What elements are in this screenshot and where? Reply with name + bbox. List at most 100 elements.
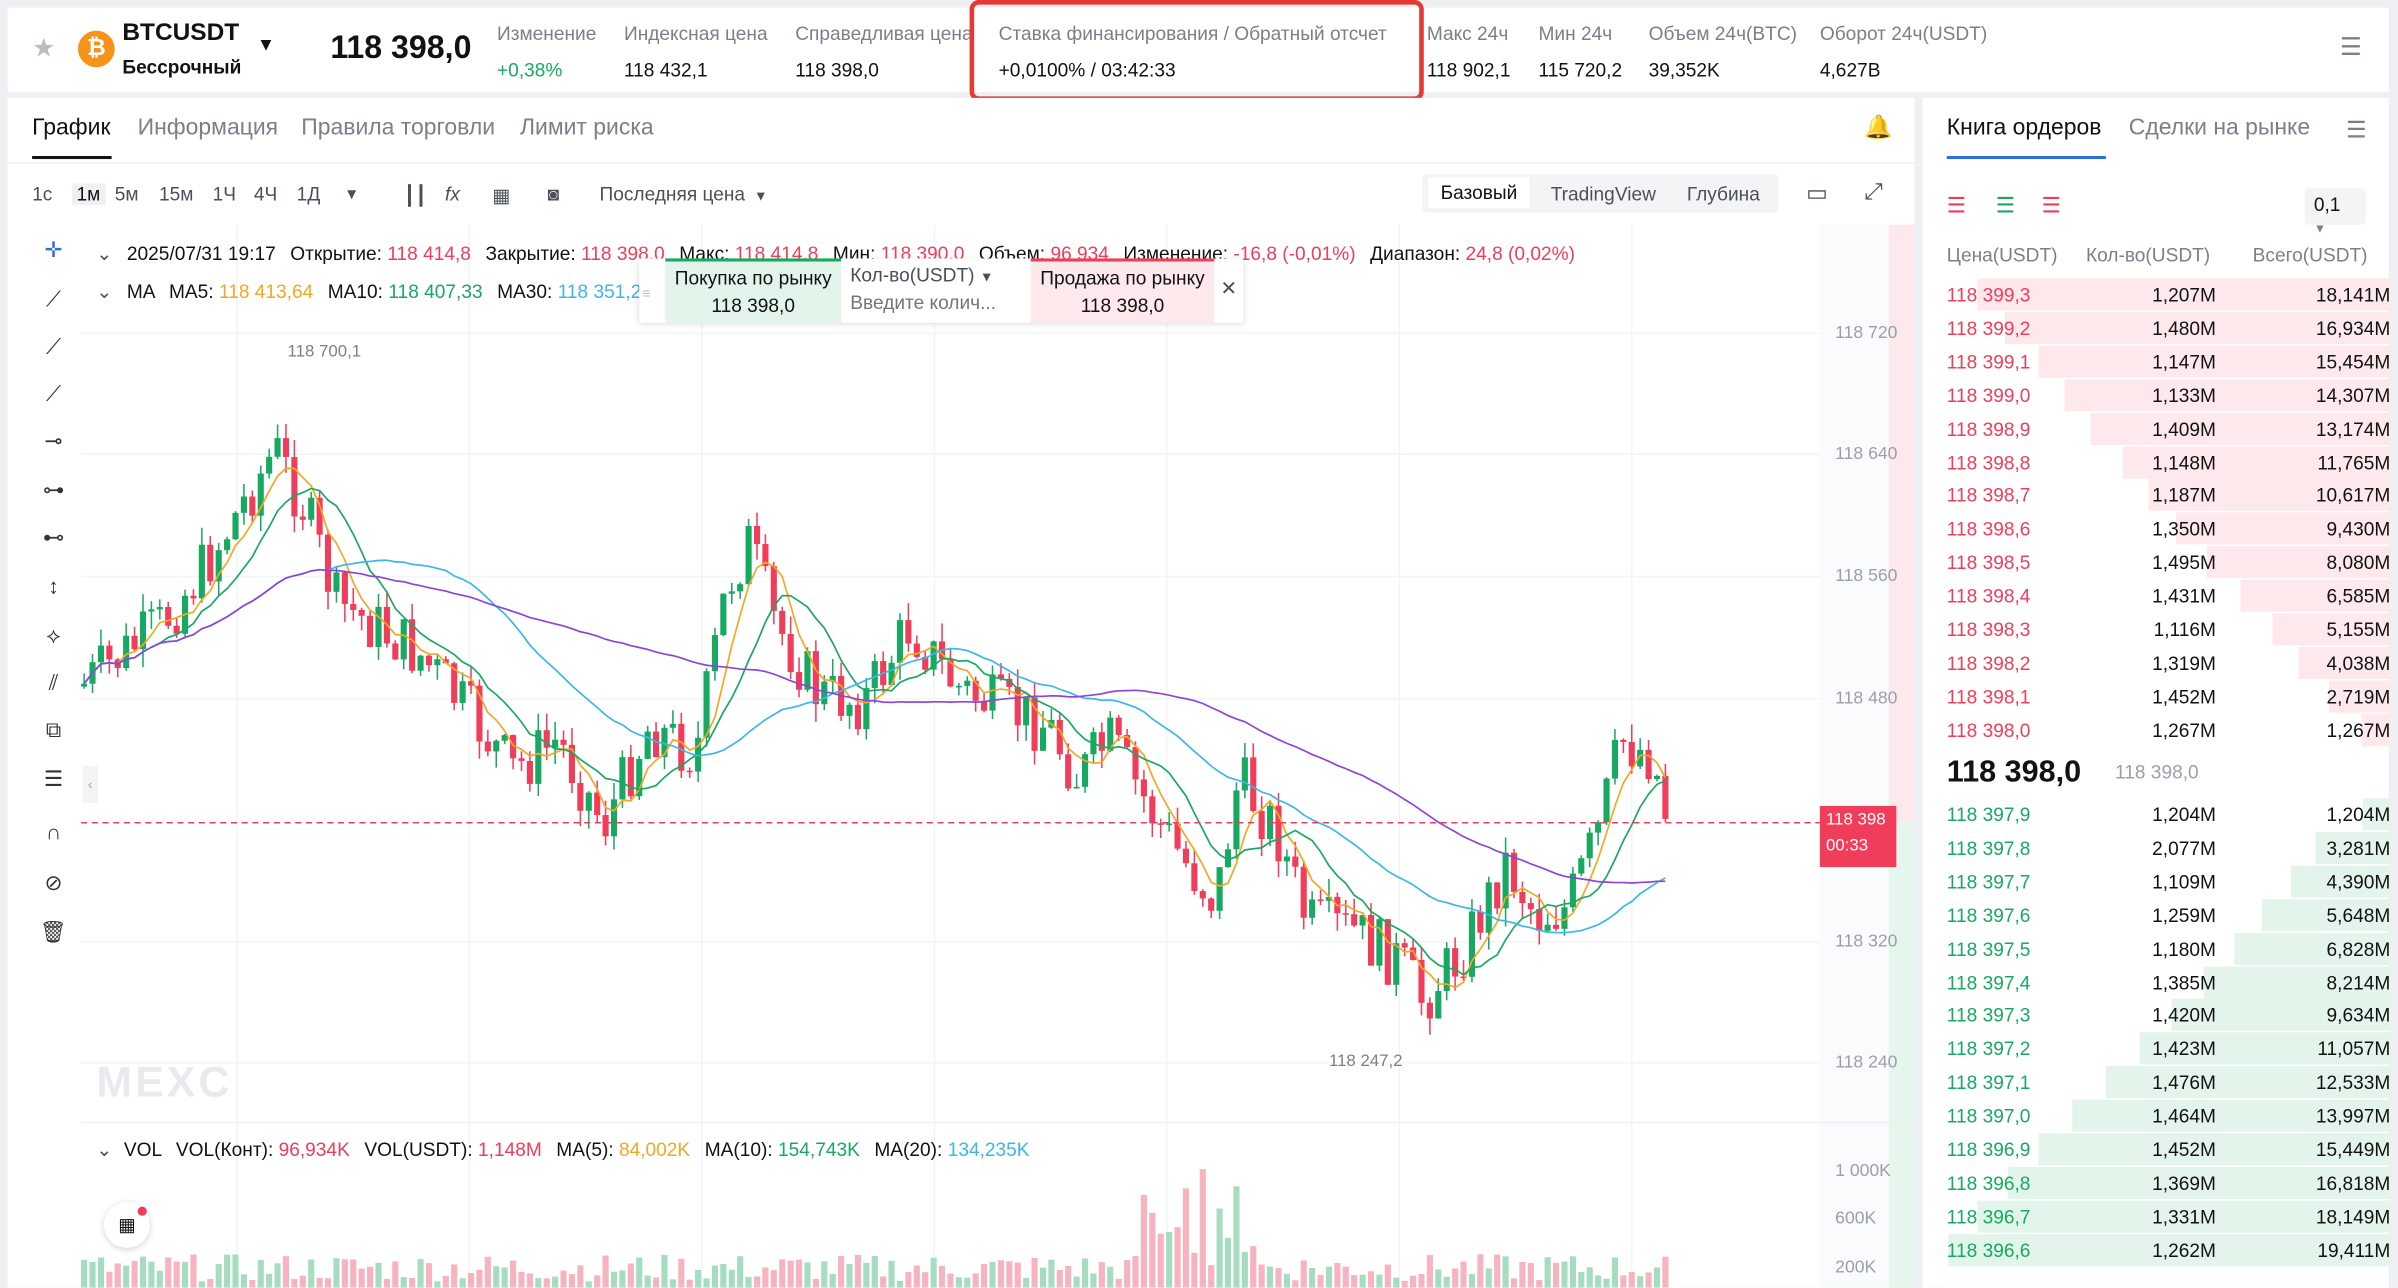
bid-row[interactable]: 118 397,0 1,464M 13,997M [1947,1099,2391,1134]
indicators-icon[interactable]: fx [445,183,460,205]
symbol-dropdown-icon[interactable]: ▼ [256,33,276,56]
qty-input[interactable] [850,292,1034,314]
tab-risk-limit[interactable]: Лимит риска [519,114,654,141]
extended-line-icon[interactable]: ⟋ [46,380,62,406]
horizontal-ray-icon[interactable]: ⊶ [42,477,65,502]
view-tradingview[interactable]: TradingView [1550,183,1656,205]
fib-channel-icon[interactable]: ⧉ [45,717,62,742]
parallel-channel-icon[interactable]: ⫽ [48,669,59,695]
favorite-star-icon[interactable]: ★ [32,33,56,63]
magnet-icon[interactable]: ∩ [45,819,62,845]
ask-row[interactable]: 118 398,3 1,116M 5,155M [1947,613,2391,647]
market-buy-button[interactable]: Покупка по рынку 118 398,0 [665,258,842,323]
view-bids-icon[interactable]: ☰ [1995,192,2015,218]
layout-window-icon[interactable]: ▭ [1806,180,1828,207]
ray-icon[interactable]: ⟋ [46,333,62,358]
funding-highlight-box [969,0,1424,101]
close-quick-trade-icon[interactable]: ✕ [1220,276,1238,300]
interval-more-icon[interactable]: ▼ [344,186,360,204]
candlestick-chart[interactable] [8,98,1915,1288]
vol-collapse-icon[interactable]: ⌄ [96,1139,113,1161]
quick-trade-drag-handle[interactable]: ≡ [642,285,651,302]
interval-5m[interactable]: 5м [114,183,139,205]
view-both-icon[interactable]: ☰ [1946,192,1967,218]
price-label-icon[interactable]: ⟡ [46,622,61,647]
interval-1h[interactable]: 1Ч [212,183,236,205]
bid-row[interactable]: 118 396,7 1,331M 18,149M [1947,1200,2391,1234]
bid-row[interactable]: 118 397,8 2,077M 3,281M [1947,831,2391,866]
ask-row[interactable]: 118 398,1 1,452M 2,719M [1947,680,2391,714]
orderbook-settings-icon[interactable]: ☰ [2345,117,2367,144]
interval-15m[interactable]: 15м [159,183,194,205]
ask-row[interactable]: 118 398,8 1,148M 11,765M [1947,445,2391,480]
candle-body [1460,976,1467,979]
vertical-line-icon[interactable]: ↕ [48,573,59,598]
bid-row[interactable]: 118 397,2 1,423M 11,057M [1947,1032,2391,1067]
ohlc-collapse-icon[interactable]: ⌄ [96,243,113,265]
fullscreen-icon[interactable]: ⤢ [1864,178,1883,205]
ask-row[interactable]: 118 398,2 1,319M 4,038M [1947,646,2391,681]
crosshair-icon[interactable]: ✛ [44,237,63,262]
collapse-toolbar-icon[interactable]: ‹ [82,766,98,803]
tab-orderbook[interactable]: Книга ордеров [1946,114,2102,141]
ask-row[interactable]: 118 399,2 1,480M 16,934M [1947,311,2391,346]
symbol-name[interactable]: BTCUSDT [122,19,240,46]
trendline-icon[interactable]: ⟋ [46,285,62,311]
camera-icon[interactable]: ◙ [547,183,560,205]
bid-row[interactable]: 118 397,4 1,385M 8,214M [1947,965,2391,1000]
bid-total: 9,634M [2326,1005,2391,1027]
interval-4h[interactable]: 4Ч [253,183,278,205]
precision-select[interactable]: 0,1 ▼ [2304,188,2366,236]
ask-row[interactable]: 118 398,4 1,431M 6,585M [1947,579,2391,614]
tab-trading-rules[interactable]: Правила торговли [301,114,496,141]
ask-row[interactable]: 118 398,6 1,350M 9,430M [1947,512,2391,547]
interval-1s[interactable]: 1с [32,183,53,205]
bid-row[interactable]: 118 397,3 1,420M 9,634M [1947,999,2391,1033]
ask-row[interactable]: 118 399,0 1,133M 14,307M [1947,378,2391,413]
bid-row[interactable]: 118 397,6 1,259M 5,648M [1947,898,2391,933]
trash-icon[interactable]: 🗑 [39,919,68,944]
qty-select[interactable]: Кол-во(USDT) ▼ [850,265,993,286]
candle-body [1140,779,1147,797]
ask-row[interactable]: 118 398,7 1,187M 10,617M [1947,479,2391,513]
candle-body [1401,943,1408,948]
ask-total: 16,934M [2315,317,2391,340]
view-asks-icon[interactable]: ☰ [2041,192,2061,218]
bid-row[interactable]: 118 396,6 1,262M 19,411M [1947,1233,2391,1268]
candle-body [1384,919,1391,985]
ask-row[interactable]: 118 398,5 1,495M 8,080M [1947,546,2391,580]
ask-price: 118 398,0 [1946,719,2031,742]
tab-chart[interactable]: График [32,114,111,141]
market-sell-button[interactable]: Продажа по рынку 118 398,0 [1030,258,1215,323]
bell-icon[interactable]: 🔔 [1864,114,1893,141]
candle-type-icon[interactable]: ┃┃ [403,185,427,207]
tab-info[interactable]: Информация [137,114,279,141]
ask-row[interactable]: 118 399,1 1,147M 15,454M [1947,345,2391,379]
layout-grid-icon[interactable]: ▦ [492,185,511,207]
bid-row[interactable]: 118 396,8 1,369M 16,818M [1947,1166,2391,1201]
view-depth[interactable]: Глубина [1686,183,1760,205]
horizontal-line-icon[interactable]: ⊸ [44,428,63,453]
view-basic[interactable]: Базовый [1428,177,1530,208]
bid-row[interactable]: 118 397,5 1,180M 6,828M [1947,932,2391,966]
volume-bar [1191,1252,1198,1288]
settings-sliders-icon[interactable]: ☰ [2339,35,2362,62]
price-type-select[interactable]: Последняя цена [599,183,746,205]
price-type-chevron-icon[interactable]: ▼ [753,188,768,204]
bid-row[interactable]: 118 396,9 1,452M 15,449M [1947,1133,2391,1167]
fib-retracement-icon[interactable]: ☰ [43,766,64,791]
ask-depth-bar [2298,646,2391,679]
ask-row[interactable]: 118 398,9 1,409M 13,174M [1947,412,2391,446]
ask-row[interactable]: 118 398,0 1,267M 1,267M [1946,713,2391,748]
price-line-icon[interactable]: ⊷ [42,524,65,550]
interval-1m[interactable]: 1м [71,183,105,205]
bid-row[interactable]: 118 397,1 1,476M 12,533M [1947,1066,2391,1100]
calendar-icon[interactable]: ▦ [103,1202,150,1248]
bid-row[interactable]: 118 397,7 1,109M 4,390M [1947,865,2391,899]
tab-market-trades[interactable]: Сделки на рынке [2128,114,2311,141]
hide-drawings-icon[interactable]: ⊘ [44,870,63,895]
interval-1d[interactable]: 1Д [296,183,321,205]
ask-row[interactable]: 118 399,3 1,207M 18,141M [1947,278,2391,312]
bid-row[interactable]: 118 397,9 1,204M 1,204M [1947,798,2391,832]
ma-collapse-icon[interactable]: ⌄ [96,281,113,303]
